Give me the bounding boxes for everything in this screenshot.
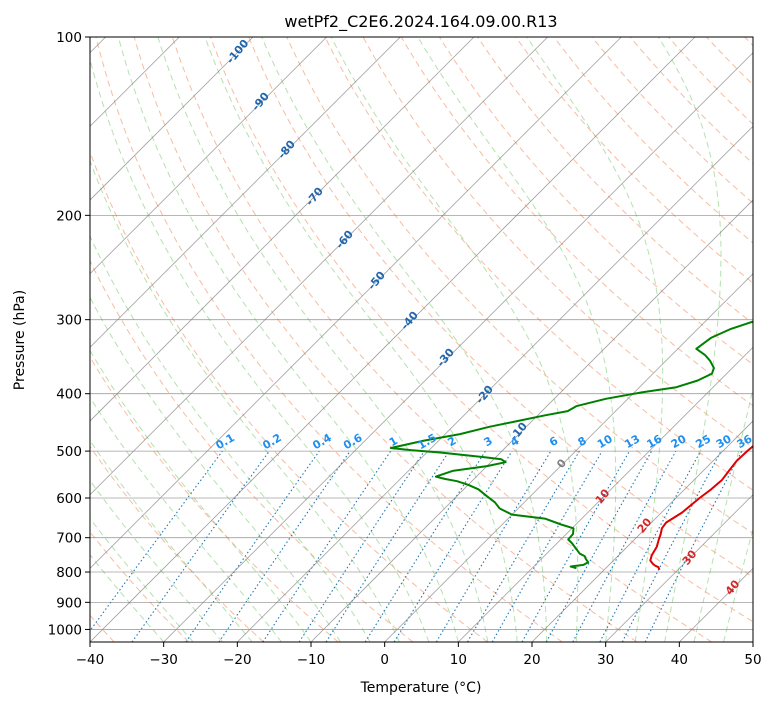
moist-adiabat-line [261, 37, 548, 642]
dry-adiabat-line [133, 37, 638, 642]
moist-adiabat-line [90, 57, 430, 642]
moist-adiabats [90, 37, 753, 642]
dry-adiabat-line [477, 37, 753, 325]
dry-adiabat-line [171, 37, 712, 642]
x-tick-label: −40 [76, 652, 105, 668]
x-tick-label: 0 [380, 652, 389, 668]
x-tick-label: 40 [671, 652, 688, 668]
dry-adiabat-line [210, 37, 753, 623]
moist-adiabat-line [90, 517, 194, 642]
moist-adiabat-line [90, 159, 400, 642]
isotherm-line [310, 199, 753, 642]
x-tick-label: 20 [523, 652, 540, 668]
x-tick-label: 50 [744, 652, 761, 668]
mixing-ratio-line [491, 450, 603, 642]
isotherm-line [458, 346, 753, 642]
moist-adiabat-line [90, 439, 253, 642]
mixing-ratio-line [185, 450, 320, 642]
y-tick-label: 900 [56, 595, 82, 611]
moist-adiabat-line [90, 234, 371, 642]
moist-adiabat-line [657, 37, 722, 642]
x-axis-label: Temperature (°C) [360, 680, 482, 696]
x-tick-label: 10 [450, 652, 467, 668]
moist-adiabat-line [90, 396, 282, 642]
isotherm-line [90, 37, 696, 642]
dry-adiabat-line [629, 37, 753, 165]
isotherm-line [90, 37, 401, 348]
y-tick-label: 200 [56, 208, 82, 224]
isotherm-line [163, 52, 753, 642]
chart-title: wetPf2_C2E6.2024.164.09.00.R13 [284, 12, 557, 32]
moist-adiabat-line [693, 386, 753, 642]
dry-adiabat-line [90, 259, 414, 642]
x-tick-label: −30 [149, 652, 178, 668]
y-tick-label: 100 [56, 30, 82, 46]
mixing-ratio-line [90, 450, 223, 632]
moist-adiabat-line [526, 37, 664, 642]
moist-adiabat-line [90, 554, 165, 642]
dry-adiabat-line [248, 37, 753, 578]
isotherm-line [531, 420, 753, 642]
plot-frame [89, 36, 754, 643]
y-tick-label: 300 [56, 313, 82, 329]
moist-adiabat-line [90, 296, 341, 642]
y-tick-label: 800 [56, 565, 82, 581]
dry-adiabat-line [95, 37, 563, 642]
profile-series [389, 320, 753, 571]
mixing-ratio-line [325, 450, 450, 642]
y-axis-ticks: 100 200 300 400 500 600 700 800 900 1000 [48, 30, 90, 638]
isotherm-line [90, 37, 622, 569]
dry-adiabat-line [90, 445, 264, 642]
y-tick-label: 1000 [48, 622, 82, 638]
isotherm-line [90, 37, 475, 422]
isotherm-line [237, 125, 753, 642]
moist-adiabat-line [90, 479, 223, 642]
x-tick-label: 30 [597, 652, 614, 668]
x-tick-label: −20 [223, 652, 252, 668]
isotherm-line [384, 273, 753, 642]
mixing-ratio-line [131, 450, 270, 642]
moist-adiabat-line [723, 527, 753, 642]
plot-background [90, 37, 753, 642]
x-tick-label: −10 [297, 652, 326, 668]
moist-adiabat-line [117, 37, 459, 642]
pressure-gridlines [90, 37, 753, 630]
y-axis-label: Pressure (hPa) [12, 290, 28, 390]
isotherms [90, 37, 753, 642]
dry-adiabat-line [400, 37, 753, 407]
isotherm-line [605, 494, 753, 642]
moist-adiabat-line [330, 37, 579, 642]
isotherm-line [90, 37, 254, 201]
mixing-ratio-line [572, 450, 677, 642]
moist-adiabat-line [204, 37, 518, 642]
dry-adiabat-line [591, 37, 753, 204]
y-tick-label: 500 [56, 444, 82, 460]
dry-adiabat-line [324, 37, 753, 491]
x-axis-ticks: −40 −30 −20 −10 0 10 20 30 40 50 [76, 642, 762, 668]
dry-adiabat-line [515, 37, 753, 284]
moist-adiabat-line [157, 37, 489, 642]
isotherm-line [752, 641, 753, 642]
mixing-ratio-line [218, 450, 351, 642]
moist-adiabat-line [417, 37, 617, 642]
dewpoint-line [389, 320, 753, 570]
temperature-line [649, 444, 753, 571]
y-tick-label: 700 [56, 531, 82, 547]
isotherm-line [90, 37, 327, 275]
isotherm-line [90, 37, 548, 496]
mixing-ratio-line [364, 450, 486, 642]
mixing-ratio-line [435, 450, 552, 642]
y-tick-label: 400 [56, 387, 82, 403]
mixing-ratio-line [393, 450, 513, 642]
mixing-ratio-line [467, 450, 580, 642]
y-tick-label: 600 [56, 491, 82, 507]
